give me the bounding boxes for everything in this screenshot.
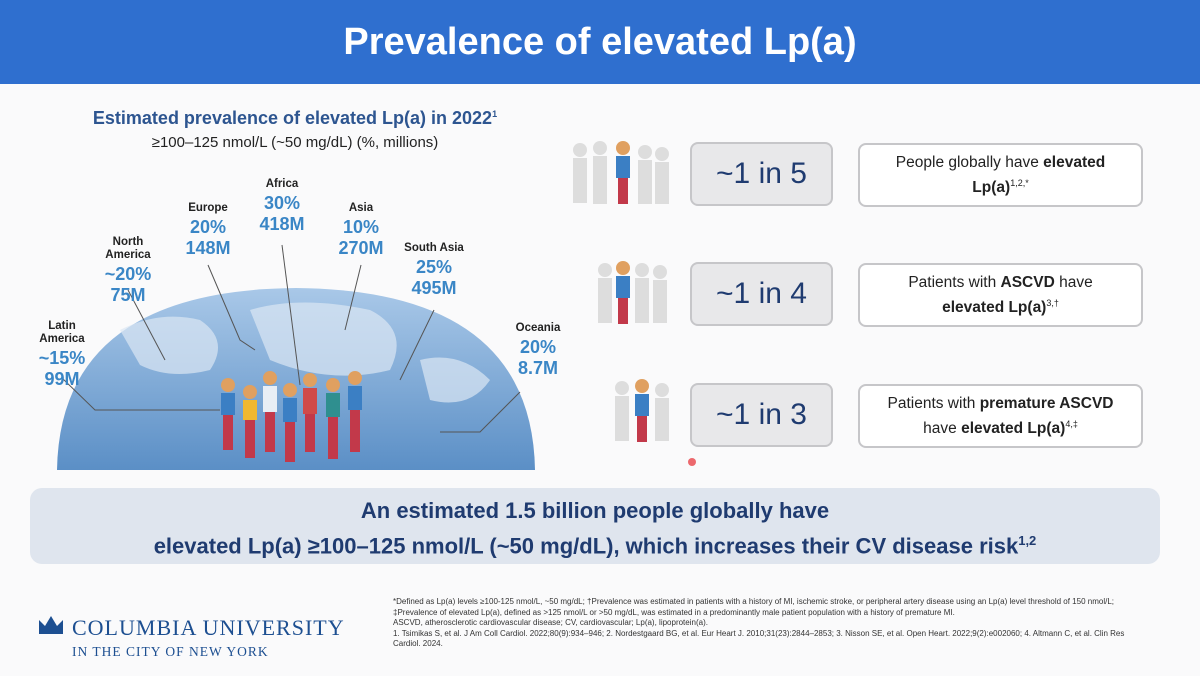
pointer-dot <box>688 458 696 466</box>
map-heading: Estimated prevalence of elevated Lp(a) i… <box>30 108 560 129</box>
logo-name: COLUMBIA UNIVERSITY <box>72 615 345 640</box>
region-percent: 20% <box>189 217 227 237</box>
ratio-text: ~1 in 3 <box>716 398 807 431</box>
region-count: 8.7M <box>517 358 559 378</box>
stat-text-part: have <box>1054 273 1093 291</box>
stat-text-box: People globally have elevated Lp(a)1,2,* <box>858 143 1143 207</box>
summary-sup: 1,2 <box>1018 533 1037 548</box>
ratio-box: ~1 in 4 <box>690 262 833 326</box>
stat-text-part: elevated Lp(a) <box>972 153 1106 197</box>
footnote: *Defined as Lp(a) levels ≥100-125 nmol/L… <box>393 597 1114 617</box>
region-percent: ~15% <box>38 348 86 368</box>
stat-text: Patients with premature ASCVD have eleva… <box>876 393 1125 439</box>
region-name: Europe <box>188 202 228 214</box>
summary-box: An estimated 1.5 billion people globally… <box>30 488 1160 564</box>
people-icons <box>573 141 669 442</box>
footnotes: *Defined as Lp(a) levels ≥100-125 nmol/L… <box>393 597 1133 650</box>
region: Asia 10% 270M <box>316 202 406 259</box>
map-heading-sup: 1 <box>492 109 498 119</box>
region-count: 148M <box>185 238 231 258</box>
summary-line2-text: elevated Lp(a) ≥100–125 nmol/L (~50 mg/d… <box>153 533 1019 559</box>
stat-text-part: premature ASCVD <box>979 394 1114 412</box>
people <box>221 371 362 462</box>
region: Latin America ~15% 99M <box>17 320 107 390</box>
stat-text-part: elevated Lp(a) <box>961 420 1066 438</box>
region-percent: ~20% <box>104 264 152 284</box>
region-percent: 20% <box>519 337 557 357</box>
stat-text: Patients with ASCVD have elevated Lp(a)3… <box>876 272 1125 318</box>
ratio-box: ~1 in 3 <box>690 383 833 447</box>
stat-text-box: Patients with premature ASCVD have eleva… <box>858 384 1143 448</box>
globe-illustration <box>57 244 535 470</box>
stat-sup: 4,‡ <box>1065 418 1078 429</box>
region-percent: 25% <box>415 257 453 277</box>
stat-text-part: Patients with <box>887 394 980 412</box>
region: Europe 20% 148M <box>163 202 253 259</box>
region-count: 418M <box>259 214 305 234</box>
stat-text-part: have <box>923 420 962 438</box>
region-name: South Asia <box>404 242 464 254</box>
stat-text-part: elevated Lp(a) <box>942 299 1047 317</box>
region-name: Oceania <box>515 322 561 334</box>
crown-logo <box>39 616 63 634</box>
summary-line1: An estimated 1.5 billion people globally… <box>360 498 830 523</box>
stat-sup: 1,2,* <box>1010 177 1029 188</box>
region-name: Asia <box>348 202 374 214</box>
region-name: North America <box>105 236 151 261</box>
ratio-box: ~1 in 5 <box>690 142 833 206</box>
region-count: 270M <box>338 238 384 258</box>
summary-line2: elevated Lp(a) ≥100–125 nmol/L (~50 mg/d… <box>30 526 1160 561</box>
stat-text-part: ASCVD <box>1000 273 1055 291</box>
ratio-text: ~1 in 5 <box>716 157 807 190</box>
stat-text-part: People globally have <box>895 153 1044 171</box>
stat-text-part: Patients with <box>908 273 1001 291</box>
continents <box>120 302 490 403</box>
stat-text: People globally have elevated Lp(a)1,2,* <box>876 152 1125 198</box>
region: South Asia 25% 495M <box>389 242 479 299</box>
ratio-text: ~1 in 4 <box>716 277 807 310</box>
stat-text-box: Patients with ASCVD have elevated Lp(a)3… <box>858 263 1143 327</box>
region-count: 495M <box>411 278 457 298</box>
region-name: Latin America <box>39 320 85 345</box>
region-percent: 30% <box>263 193 301 213</box>
region-name: Africa <box>265 178 299 190</box>
stat-sup: 3,† <box>1046 297 1059 308</box>
map-heading-text: Estimated prevalence of elevated Lp(a) i… <box>92 108 493 128</box>
title: Prevalence of elevated Lp(a) <box>343 20 857 63</box>
logo-tagline: IN THE CITY OF NEW YORK <box>72 644 269 659</box>
footnote: ASCVD, atherosclerotic cardiovascular di… <box>393 618 708 627</box>
region: North America ~20% 75M <box>83 236 173 306</box>
leader-lines <box>61 244 521 433</box>
region-percent: 10% <box>342 217 380 237</box>
header-bar: Prevalence of elevated Lp(a) <box>0 0 1200 84</box>
region-count: 75M <box>110 285 146 305</box>
region-count: 99M <box>44 369 80 389</box>
map-subheading: ≥100–125 nmol/L (~50 mg/dL) (%, millions… <box>151 134 439 151</box>
region: Africa 30% 418M <box>237 178 327 235</box>
region: Oceania 20% 8.7M <box>493 322 583 379</box>
footnote: 1. Tsimikas S, et al. J Am Coll Cardiol.… <box>393 628 1125 649</box>
